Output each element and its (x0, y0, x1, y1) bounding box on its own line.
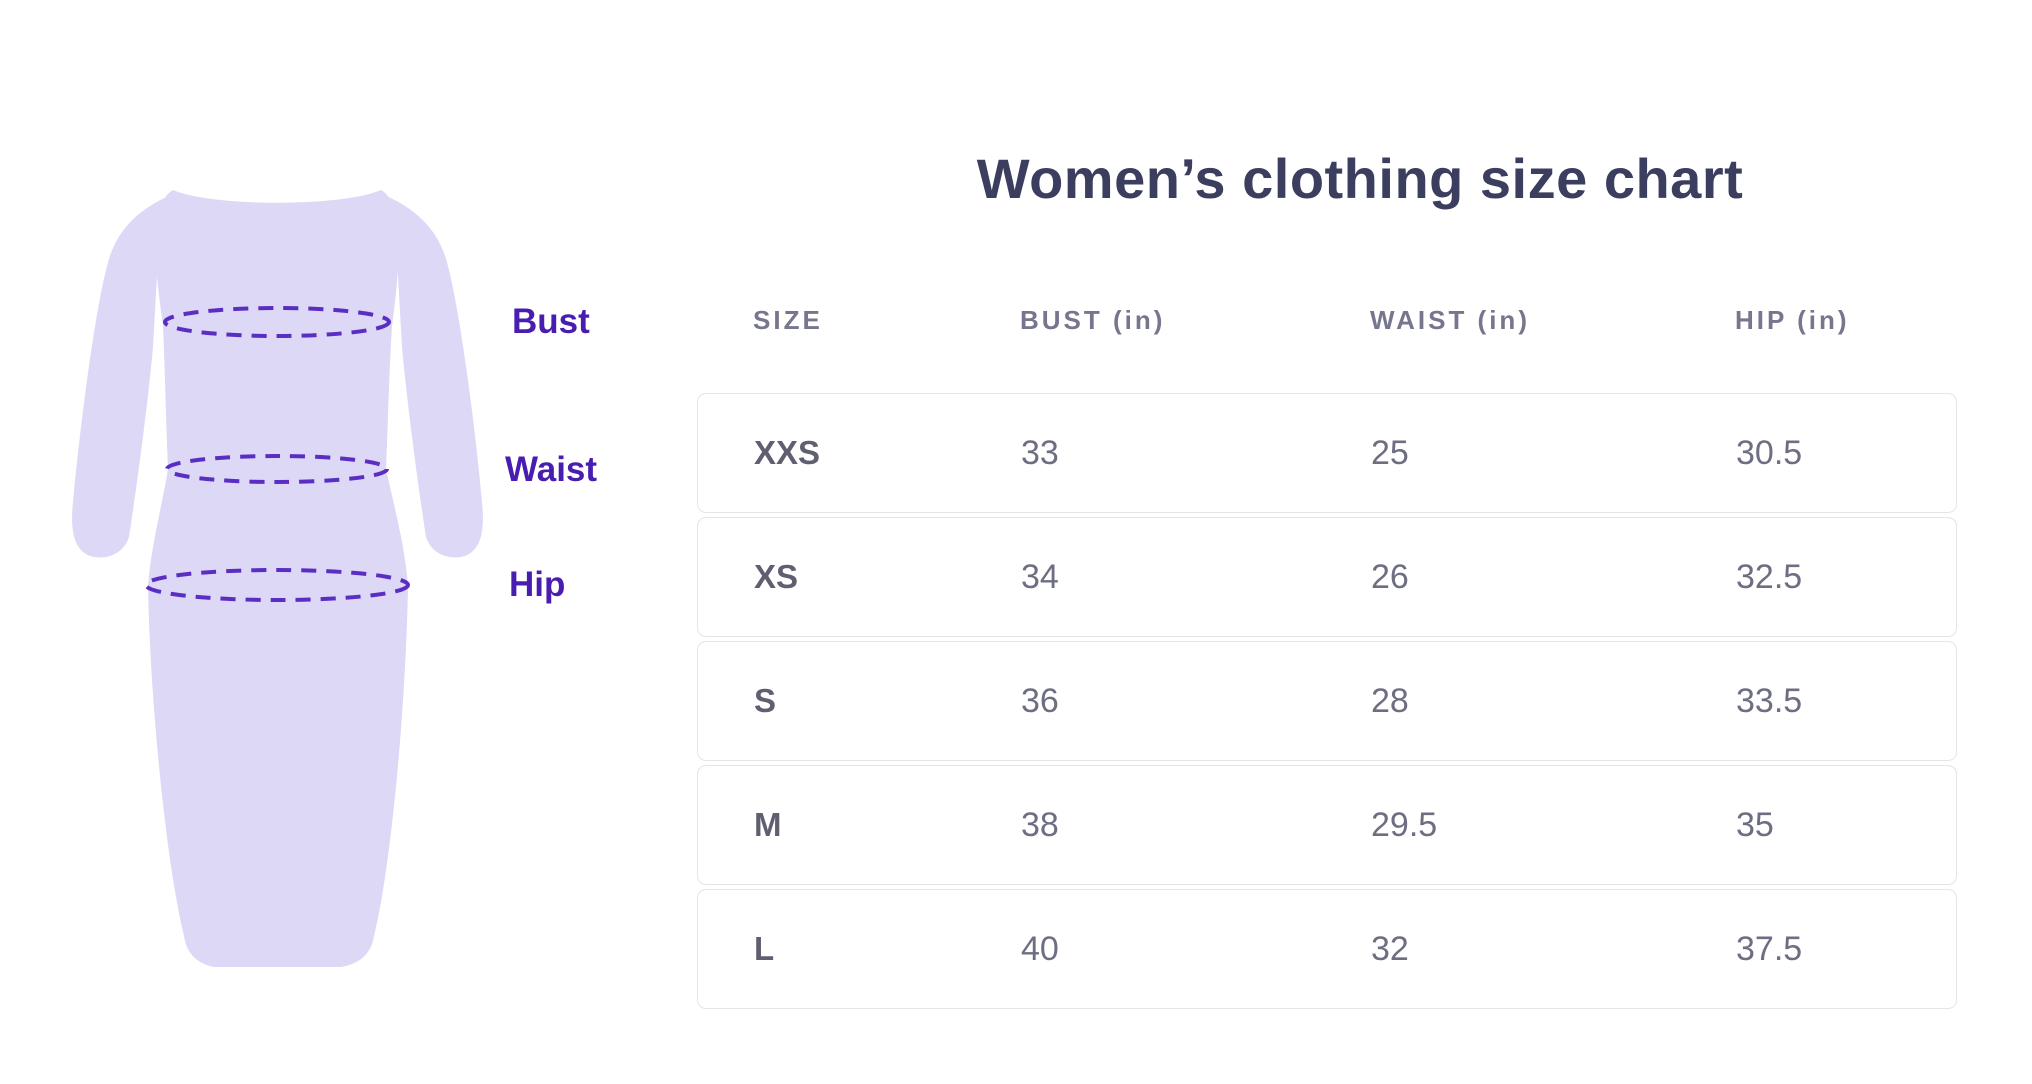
size-cell: L (754, 930, 775, 967)
size-cell: XS (754, 558, 799, 595)
hip-measure-line (144, 568, 410, 602)
column-header-size: SIZE (753, 304, 823, 335)
bust-cell: 36 (1021, 681, 1059, 720)
bust-measure-line (163, 306, 391, 338)
table-row: XXS 33 25 30.5 (697, 393, 1957, 513)
size-cell: M (754, 806, 782, 843)
dress-left-sleeve (72, 193, 176, 558)
bust-label: Bust (512, 302, 590, 341)
column-header-bust: BUST (in) (1020, 304, 1166, 335)
bust-cell: 33 (1021, 433, 1059, 472)
table-row: S 36 28 33.5 (697, 641, 1957, 761)
waist-cell: 28 (1371, 681, 1409, 720)
hip-cell: 32.5 (1736, 557, 1803, 596)
hip-cell: 30.5 (1736, 433, 1803, 472)
waist-cell: 26 (1371, 557, 1409, 596)
bust-cell: 38 (1021, 805, 1059, 844)
table-header-row: SIZE BUST (in) WAIST (in) HIP (in) (697, 298, 1957, 342)
waist-cell: 29.5 (1371, 805, 1438, 844)
bust-cell: 40 (1021, 929, 1059, 968)
size-cell: S (754, 682, 777, 719)
dress-silhouette (72, 190, 483, 967)
hip-label: Hip (509, 565, 566, 604)
table-row: XS 34 26 32.5 (697, 517, 1957, 637)
hip-cell: 33.5 (1736, 681, 1803, 720)
table-row: L 40 32 37.5 (697, 889, 1957, 1009)
size-cell: XXS (754, 434, 821, 471)
waist-label: Waist (505, 450, 598, 489)
waist-cell: 25 (1371, 433, 1409, 472)
column-header-hip: HIP (in) (1735, 304, 1850, 335)
size-table: XXS 33 25 30.5 XS 34 26 32.5 S 36 28 33.… (697, 393, 1957, 1013)
hip-cell: 35 (1736, 805, 1774, 844)
page-title: Women’s clothing size chart (976, 147, 1744, 210)
column-header-waist: WAIST (in) (1370, 304, 1530, 335)
bust-cell: 34 (1021, 557, 1059, 596)
waist-measure-line (165, 454, 389, 484)
waist-cell: 32 (1371, 929, 1409, 968)
table-row: M 38 29.5 35 (697, 765, 1957, 885)
dress-right-sleeve (379, 193, 483, 558)
hip-cell: 37.5 (1736, 929, 1803, 968)
dress-body (148, 190, 408, 967)
